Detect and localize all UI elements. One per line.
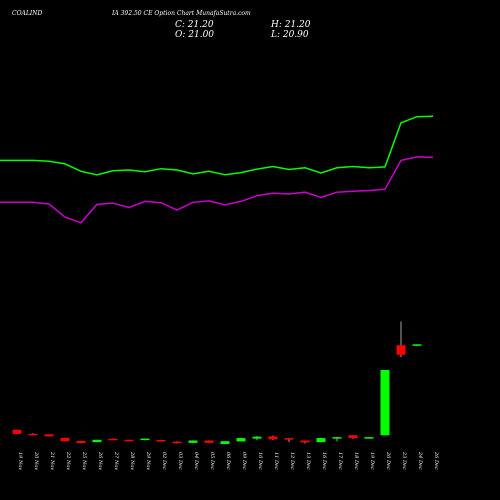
candle-body	[92, 439, 102, 443]
x-tick-label: 20 Nov	[33, 451, 39, 470]
candle-body	[156, 440, 166, 442]
candle-body	[124, 439, 134, 442]
candle	[60, 437, 70, 442]
candle	[220, 441, 230, 445]
candle-body	[76, 440, 86, 444]
x-tick-label: 26 Dec	[433, 451, 439, 470]
candle-body	[188, 440, 198, 443]
low-value: L: 20.90	[270, 30, 309, 40]
candle-body	[412, 344, 422, 346]
candle-body	[140, 438, 150, 441]
candle-body	[220, 441, 230, 445]
candle	[348, 435, 358, 439]
x-tick-label: 19 Dec	[369, 452, 375, 470]
x-tick-label: 17 Dec	[337, 452, 343, 470]
candle	[252, 435, 262, 441]
candle	[44, 434, 54, 437]
x-tick-label: 23 Dec	[401, 451, 407, 470]
candle-body	[332, 437, 342, 439]
x-tick-label: 06 Dec	[225, 452, 231, 470]
x-tick-label: 21 Nov	[49, 451, 55, 470]
x-tick-label: 02 Dec	[161, 452, 167, 470]
x-tick-label: 26 Nov	[97, 451, 103, 470]
x-tick-label: 12 Dec	[289, 452, 295, 470]
x-tick-label: 18 Dec	[353, 452, 359, 470]
candle	[268, 435, 278, 441]
candle	[124, 439, 134, 442]
candle-body	[364, 437, 374, 439]
candle	[380, 369, 390, 436]
x-tick-label: 20 Dec	[385, 451, 391, 470]
close-value: C: 21.20	[175, 20, 214, 30]
candle-body	[348, 435, 358, 439]
slow-moving-average-line	[0, 156, 434, 224]
candle	[316, 437, 326, 443]
candle-body	[236, 438, 246, 442]
candle-body	[204, 440, 214, 443]
candle	[332, 436, 342, 442]
candle	[204, 440, 214, 444]
candle-body	[12, 429, 22, 434]
candle	[156, 439, 166, 442]
candle-body	[60, 437, 70, 442]
candles	[12, 321, 422, 445]
candle-body	[300, 440, 310, 443]
candle-body	[284, 438, 294, 440]
x-tick-label: 03 Dec	[177, 452, 183, 470]
high-value: H: 21.20	[270, 20, 311, 30]
moving-averages	[0, 115, 434, 224]
x-tick-label: 16 Dec	[321, 452, 327, 470]
candle	[172, 441, 182, 444]
x-tick-label: 22 Nov	[65, 451, 71, 470]
open-value: O: 21.00	[175, 30, 214, 40]
x-tick-label: 13 Dec	[305, 452, 311, 470]
candle	[284, 437, 294, 443]
candle	[412, 344, 422, 346]
x-tick-label: 25 Nov	[81, 451, 87, 470]
candle	[236, 437, 246, 442]
candle-body	[396, 345, 406, 355]
candle	[140, 438, 150, 441]
candle	[92, 439, 102, 443]
candle-body	[44, 434, 54, 437]
x-tick-label: 27 Nov	[113, 451, 119, 470]
candle-body	[380, 369, 390, 436]
candle-body	[28, 433, 38, 436]
symbol-label: COALIND	[12, 10, 42, 17]
x-axis-ticks: 19 Nov 20 Nov 21 Nov 22 Nov 25 Nov 26 Nov 27 N…	[17, 451, 439, 470]
fast-moving-average-line	[0, 115, 434, 176]
x-tick-label: 28 Nov	[129, 451, 135, 470]
chart-title: IA 392.50 CE Option Chart MunafaSutra.co…	[111, 10, 251, 17]
candle	[188, 440, 198, 444]
x-tick-label: 24 Dec	[417, 451, 423, 470]
candle	[76, 440, 86, 444]
candle	[28, 433, 38, 436]
candle	[364, 436, 374, 439]
candle-body	[316, 438, 326, 443]
candle	[12, 429, 22, 435]
x-tick-label: 11 Dec	[273, 452, 279, 470]
candle-body	[172, 441, 182, 444]
candle	[108, 438, 118, 441]
x-tick-label: 10 Dec	[257, 452, 263, 470]
x-tick-label: 05 Dec	[209, 452, 215, 470]
x-tick-label: 04 Dec	[193, 452, 199, 470]
x-tick-label: 29 Nov	[145, 451, 151, 470]
candle-body	[252, 436, 262, 439]
candle	[300, 440, 310, 444]
candle-body	[108, 438, 118, 441]
candle	[396, 321, 406, 358]
candle-body	[268, 436, 278, 440]
x-tick-label: 09 Dec	[241, 452, 247, 470]
x-tick-label: 19 Nov	[17, 452, 23, 470]
